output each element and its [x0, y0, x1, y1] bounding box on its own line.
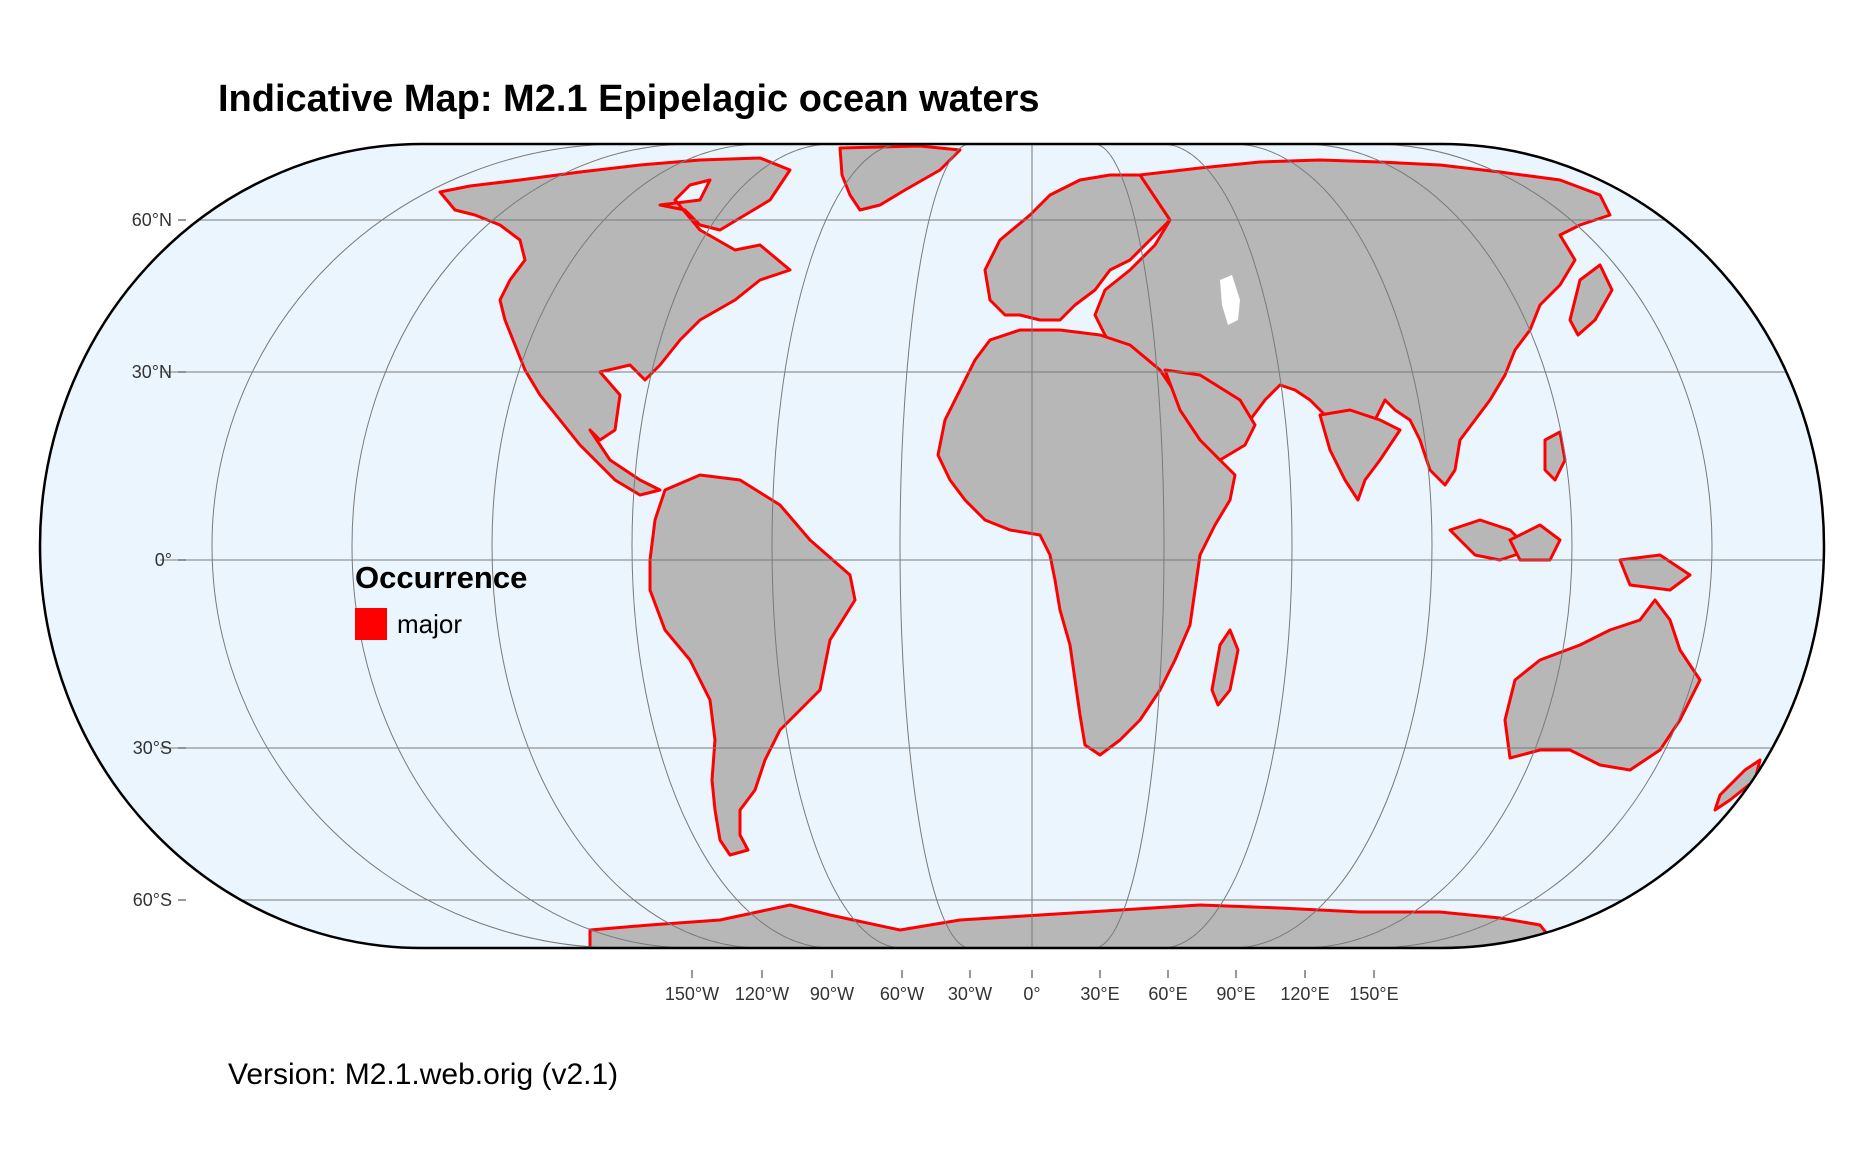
philippines: [1543, 430, 1567, 482]
arabian-peninsula: [1163, 368, 1257, 462]
lon-label: 30°E: [1080, 984, 1119, 1004]
australia: [1503, 598, 1702, 772]
south-america: [648, 473, 857, 857]
lon-label: 30°W: [948, 984, 992, 1004]
lon-label: 120°W: [735, 984, 789, 1004]
lon-label: 120°E: [1280, 984, 1329, 1004]
lon-label: 60°E: [1148, 984, 1187, 1004]
antarctica: [588, 903, 1562, 948]
legend-title: Occurrence: [355, 560, 528, 595]
legend: Occurrence major: [355, 560, 527, 640]
lat-label: 60°S: [133, 890, 172, 910]
lon-label: 60°W: [880, 984, 924, 1004]
madagascar: [1210, 628, 1240, 707]
lon-label: 0°: [1023, 984, 1040, 1004]
lon-label: 150°E: [1349, 984, 1398, 1004]
lon-label: 150°W: [665, 984, 719, 1004]
legend-swatch: [355, 608, 387, 640]
lat-label: 60°N: [132, 210, 172, 230]
greenland: [838, 144, 962, 212]
europe: [983, 173, 1172, 322]
version-text: Version: M2.1.web.orig (v2.1): [228, 1058, 619, 1091]
lat-axis: 60°N 30°N 0° 30°S 60°S: [132, 210, 186, 910]
legend-item: major: [355, 608, 527, 640]
lon-label: 90°W: [810, 984, 854, 1004]
legend-label: major: [397, 608, 463, 639]
new-guinea: [1618, 553, 1692, 592]
lat-label: 30°N: [132, 362, 172, 382]
india: [1318, 408, 1402, 502]
globe-border: [38, 142, 1826, 950]
lat-label: 0°: [155, 550, 172, 570]
map-title: Indicative Map: M2.1 Epipelagic ocean wa…: [218, 78, 1040, 120]
lat-label: 30°S: [133, 738, 172, 758]
new-zealand: [1713, 758, 1762, 812]
lon-axis: 150°W 120°W 90°W 60°W 30°W 0° 30°E 60°E …: [665, 970, 1399, 1004]
caspian-sea: [1220, 275, 1240, 325]
borneo: [1508, 523, 1562, 562]
japan: [1568, 263, 1614, 337]
lon-label: 90°E: [1216, 984, 1255, 1004]
land-masses: [438, 144, 1762, 948]
